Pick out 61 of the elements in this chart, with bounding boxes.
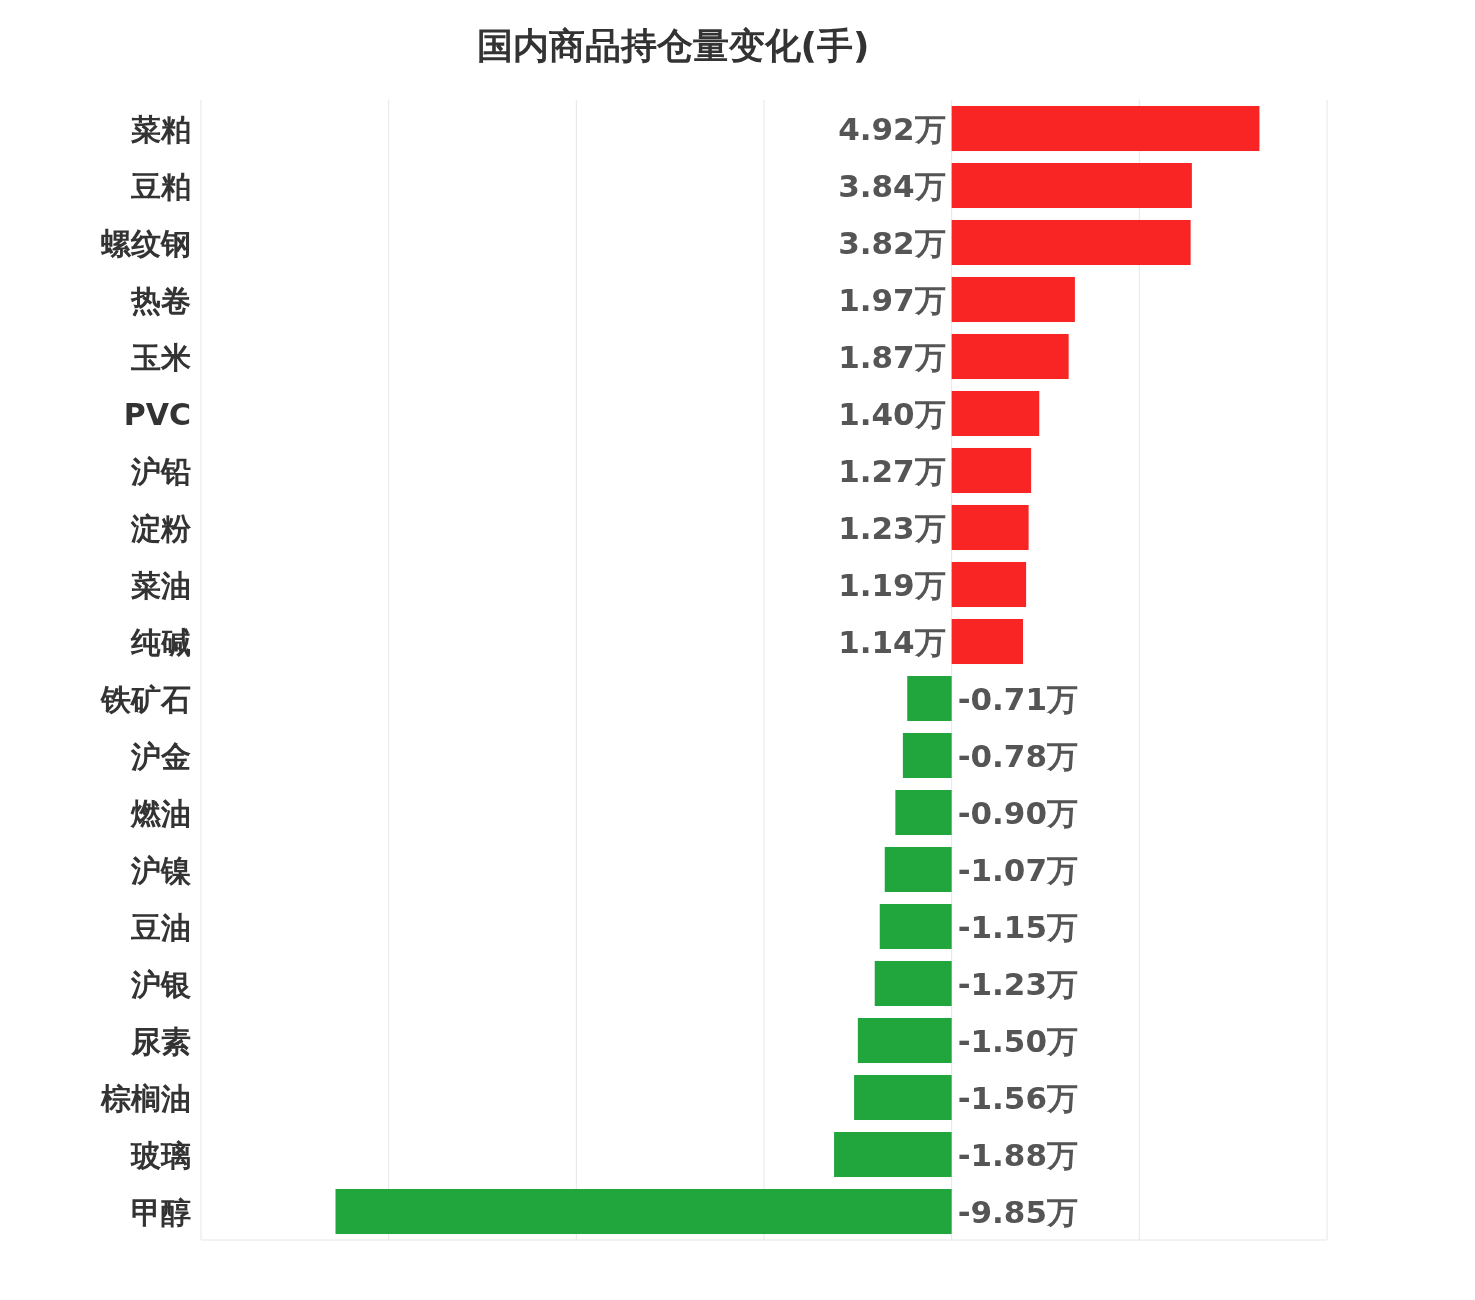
bar (951, 618, 1023, 665)
data-label: 3.84万 (838, 167, 946, 204)
y-tick-label: 铁矿石 (100, 681, 191, 717)
data-label: 3.82万 (838, 224, 946, 261)
y-tick-label: 沪铅 (130, 453, 191, 489)
data-label: -1.88万 (957, 1136, 1079, 1173)
y-tick-label: 菜油 (130, 567, 191, 603)
bar (854, 1074, 952, 1121)
data-label: 1.23万 (838, 509, 946, 546)
y-tick-label: 沪金 (130, 738, 191, 774)
bar (857, 1017, 952, 1064)
data-label: 1.97万 (838, 281, 946, 318)
y-tick-label: PVC (123, 396, 191, 432)
data-label: 1.40万 (838, 395, 946, 432)
bar (907, 675, 952, 722)
data-label: 1.87万 (838, 338, 946, 375)
bar (879, 903, 952, 950)
bar (895, 789, 952, 836)
bar (951, 390, 1040, 437)
bar (951, 447, 1032, 494)
data-label: 1.19万 (838, 566, 946, 603)
data-label: -1.56万 (957, 1079, 1079, 1116)
bar (902, 732, 952, 779)
y-tick-label: 菜粕 (130, 111, 191, 147)
bar (951, 333, 1069, 380)
y-tick-label: 纯碱 (130, 624, 191, 660)
bar (951, 504, 1029, 551)
y-tick-label: 沪镍 (130, 852, 192, 888)
data-label: -9.85万 (957, 1193, 1079, 1230)
y-tick-label: 豆油 (130, 909, 191, 945)
y-tick-label: 尿素 (130, 1023, 191, 1059)
bar (951, 105, 1260, 152)
y-tick-label: 豆粕 (130, 168, 191, 204)
data-label: -0.78万 (957, 737, 1079, 774)
bar (884, 846, 952, 893)
data-label: -0.90万 (957, 794, 1079, 831)
y-tick-label: 螺纹钢 (100, 225, 191, 261)
y-tick-label: 玻璃 (130, 1137, 191, 1173)
data-label: -1.15万 (957, 908, 1079, 945)
y-tick-label: 热卷 (130, 282, 191, 318)
data-label: 1.27万 (838, 452, 946, 489)
bar (951, 219, 1191, 266)
chart-title: 国内商品持仓量变化(手) (476, 25, 870, 66)
y-tick-label: 甲醇 (131, 1194, 191, 1230)
bar (874, 960, 952, 1007)
data-label: -1.50万 (957, 1022, 1079, 1059)
bar (951, 276, 1075, 323)
data-label: -1.23万 (957, 965, 1079, 1002)
y-tick-label: 沪银 (130, 966, 191, 1002)
bar (951, 561, 1027, 608)
data-label: -1.07万 (957, 851, 1079, 888)
data-label: -0.71万 (957, 680, 1079, 717)
y-tick-label: 玉米 (130, 339, 191, 375)
bar (951, 162, 1192, 209)
y-tick-label: 燃油 (130, 795, 191, 831)
bar (335, 1188, 952, 1235)
bar (834, 1131, 952, 1178)
y-tick-label: 淀粉 (130, 510, 192, 546)
data-label: 1.14万 (838, 623, 946, 660)
y-tick-label: 棕榈油 (100, 1080, 191, 1116)
data-label: 4.92万 (838, 110, 946, 147)
